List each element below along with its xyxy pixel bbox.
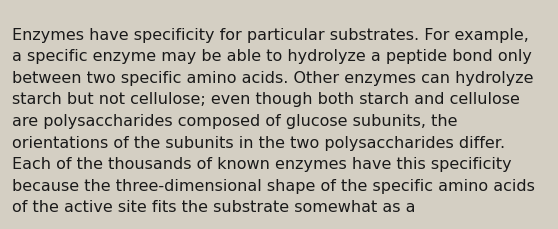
Text: Enzymes have specificity for particular substrates. For example,
a specific enzy: Enzymes have specificity for particular … — [12, 27, 535, 215]
